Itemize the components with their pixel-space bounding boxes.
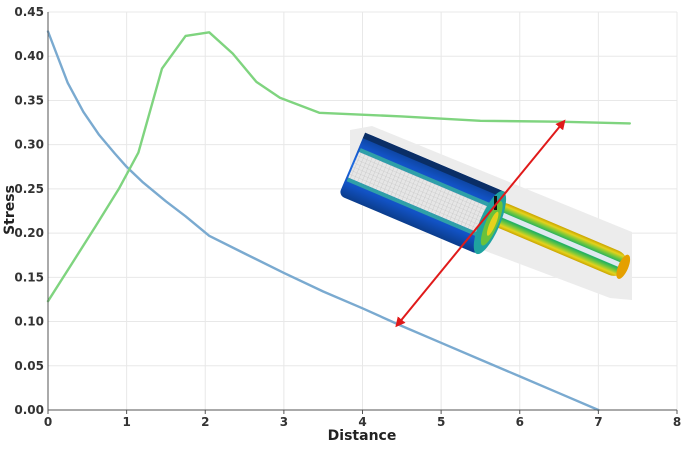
- y-tick-label: 0.40: [14, 49, 44, 63]
- series-line-2: [46, 31, 631, 303]
- x-tick-label: 6: [516, 415, 524, 429]
- y-tick-label: 0.35: [14, 93, 44, 107]
- y-tick-label: 0.05: [14, 359, 44, 373]
- model-illustration: [340, 126, 632, 300]
- annotation-layer: [395, 119, 566, 328]
- x-axis-title: Distance: [328, 428, 397, 444]
- y-tick-label: 0.20: [14, 226, 44, 240]
- x-tick-label: 3: [280, 415, 288, 429]
- x-tick-label: 2: [201, 415, 209, 429]
- y-tick-labels: 0.00 0.05 0.10 0.15 0.20 0.25 0.30 0.35 0.40 0.45: [14, 5, 44, 417]
- x-tick-label: 0: [44, 415, 52, 429]
- annotation-arrow: [395, 119, 566, 328]
- y-tick-label: 0.30: [14, 138, 44, 152]
- y-tick-label: 0.45: [14, 5, 44, 19]
- y-axis-title: Stress: [2, 185, 18, 235]
- x-tick-label: 4: [358, 415, 366, 429]
- x-tick-label: 1: [122, 415, 130, 429]
- y-tick-label: 0.00: [14, 403, 44, 417]
- series-layer: [46, 30, 631, 412]
- x-tick-label: 7: [594, 415, 602, 429]
- series-line-1: [46, 30, 600, 412]
- y-tick-label: 0.10: [14, 315, 44, 329]
- y-tick-label: 0.25: [14, 182, 44, 196]
- x-tick-labels: 0 1 2 3 4 5 6 7 8: [44, 410, 681, 429]
- grid: [47, 11, 678, 411]
- y-tick-label: 0.15: [14, 270, 44, 284]
- x-tick-label: 8: [673, 415, 681, 429]
- x-tick-label: 5: [437, 415, 445, 429]
